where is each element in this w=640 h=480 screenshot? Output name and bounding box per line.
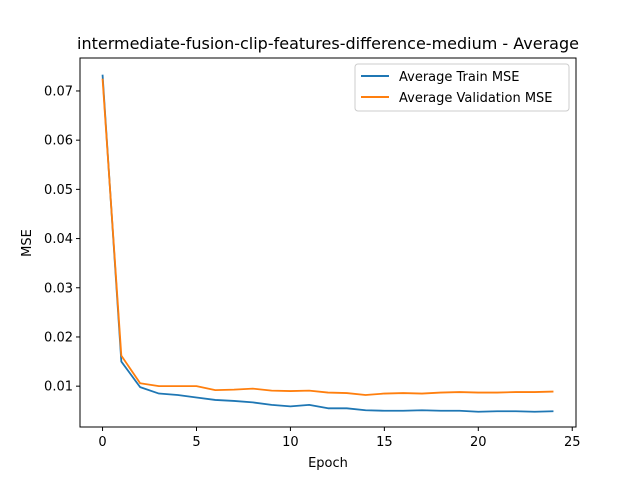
legend-entry-validation: Average Validation MSE xyxy=(399,91,553,106)
plot-frame xyxy=(79,57,577,428)
x-tick-label: 25 xyxy=(564,435,581,450)
plot-area xyxy=(80,58,576,427)
x-axis-label: Epoch xyxy=(308,456,348,471)
train-mse-line xyxy=(101,74,554,413)
y-axis-label: MSE xyxy=(20,229,35,257)
y-axis-ticks: 0.01 0.02 0.03 0.04 0.05 0.06 0.07 xyxy=(44,84,80,395)
legend: Average Train MSE Average Validation MSE xyxy=(354,63,570,112)
x-tick-label: 0 xyxy=(98,435,106,450)
x-tick-label: 10 xyxy=(282,435,299,450)
chart-title: intermediate-fusion-clip-features-differ… xyxy=(77,34,579,53)
y-tick-label: 0.01 xyxy=(44,380,73,395)
legend-entry-train: Average Train MSE xyxy=(399,70,520,85)
x-tick-label: 5 xyxy=(192,435,200,450)
y-tick-label: 0.02 xyxy=(44,330,73,345)
x-tick-label: 20 xyxy=(470,435,487,450)
y-tick-label: 0.06 xyxy=(44,134,73,149)
y-tick-label: 0.07 xyxy=(44,84,73,99)
y-tick-label: 0.05 xyxy=(44,183,73,198)
validation-mse-line xyxy=(101,78,554,396)
y-tick-label: 0.03 xyxy=(44,281,73,296)
x-tick-label: 15 xyxy=(376,435,393,450)
y-tick-label: 0.04 xyxy=(44,232,73,247)
legend-box xyxy=(354,63,570,112)
plot-lines xyxy=(101,74,554,413)
x-axis-ticks: 0 5 10 15 20 25 xyxy=(98,427,581,450)
